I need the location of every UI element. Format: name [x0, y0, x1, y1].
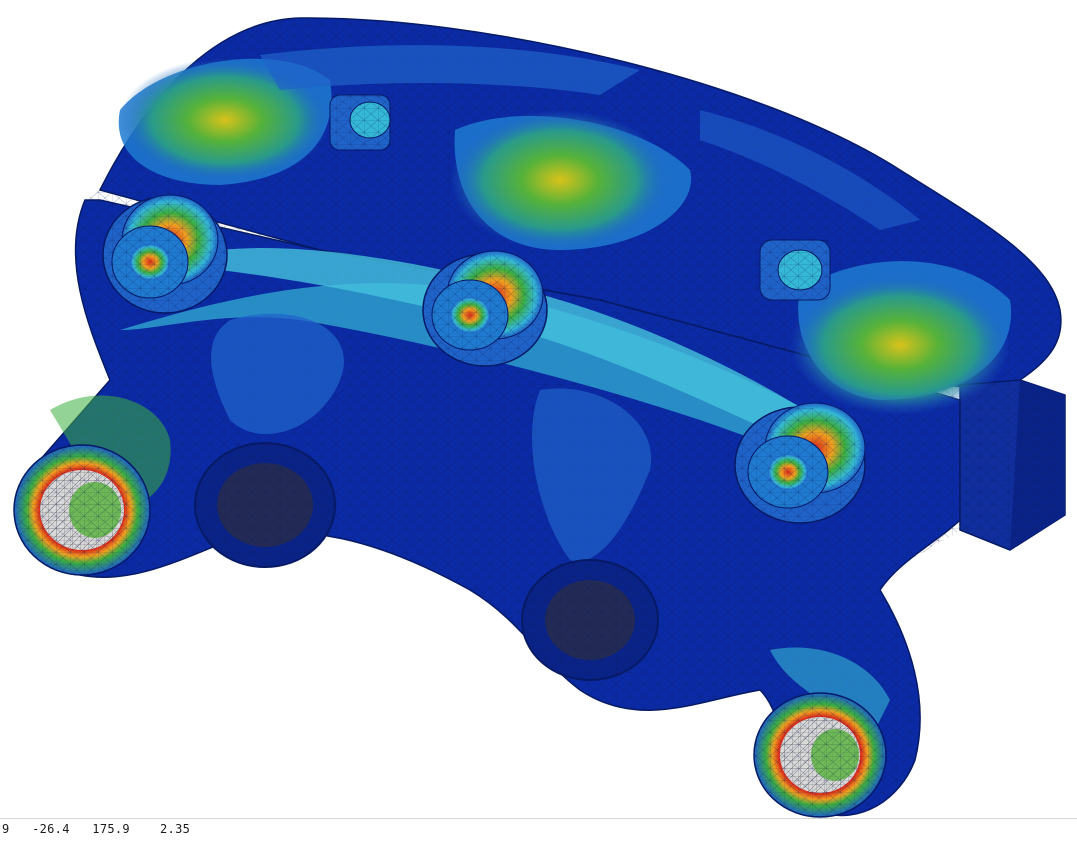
fea-viewport[interactable]: [0, 0, 1077, 818]
mounting-eye-right: [753, 692, 887, 818]
guide-pin-right: [759, 239, 831, 301]
bolt-heads: [102, 194, 866, 524]
coordinate-readout: 9 -26.4 175.9 2.35: [2, 822, 191, 836]
bolt-head-3: [734, 402, 866, 524]
piston-bore-right: [521, 559, 659, 681]
status-bar: 9 -26.4 175.9 2.35: [0, 818, 1077, 842]
mounting-eyes: [13, 444, 887, 818]
stress-contours: [50, 45, 1012, 740]
piston-bore-left: [194, 442, 336, 568]
fea-model-canvas[interactable]: [0, 0, 1077, 818]
bolt-head-1: [102, 194, 228, 314]
guide-pin-left: [329, 94, 391, 151]
bolt-head-2: [422, 250, 548, 367]
piston-bores: [194, 442, 659, 681]
mounting-eye-left: [13, 444, 151, 576]
guide-pins: [329, 94, 831, 301]
